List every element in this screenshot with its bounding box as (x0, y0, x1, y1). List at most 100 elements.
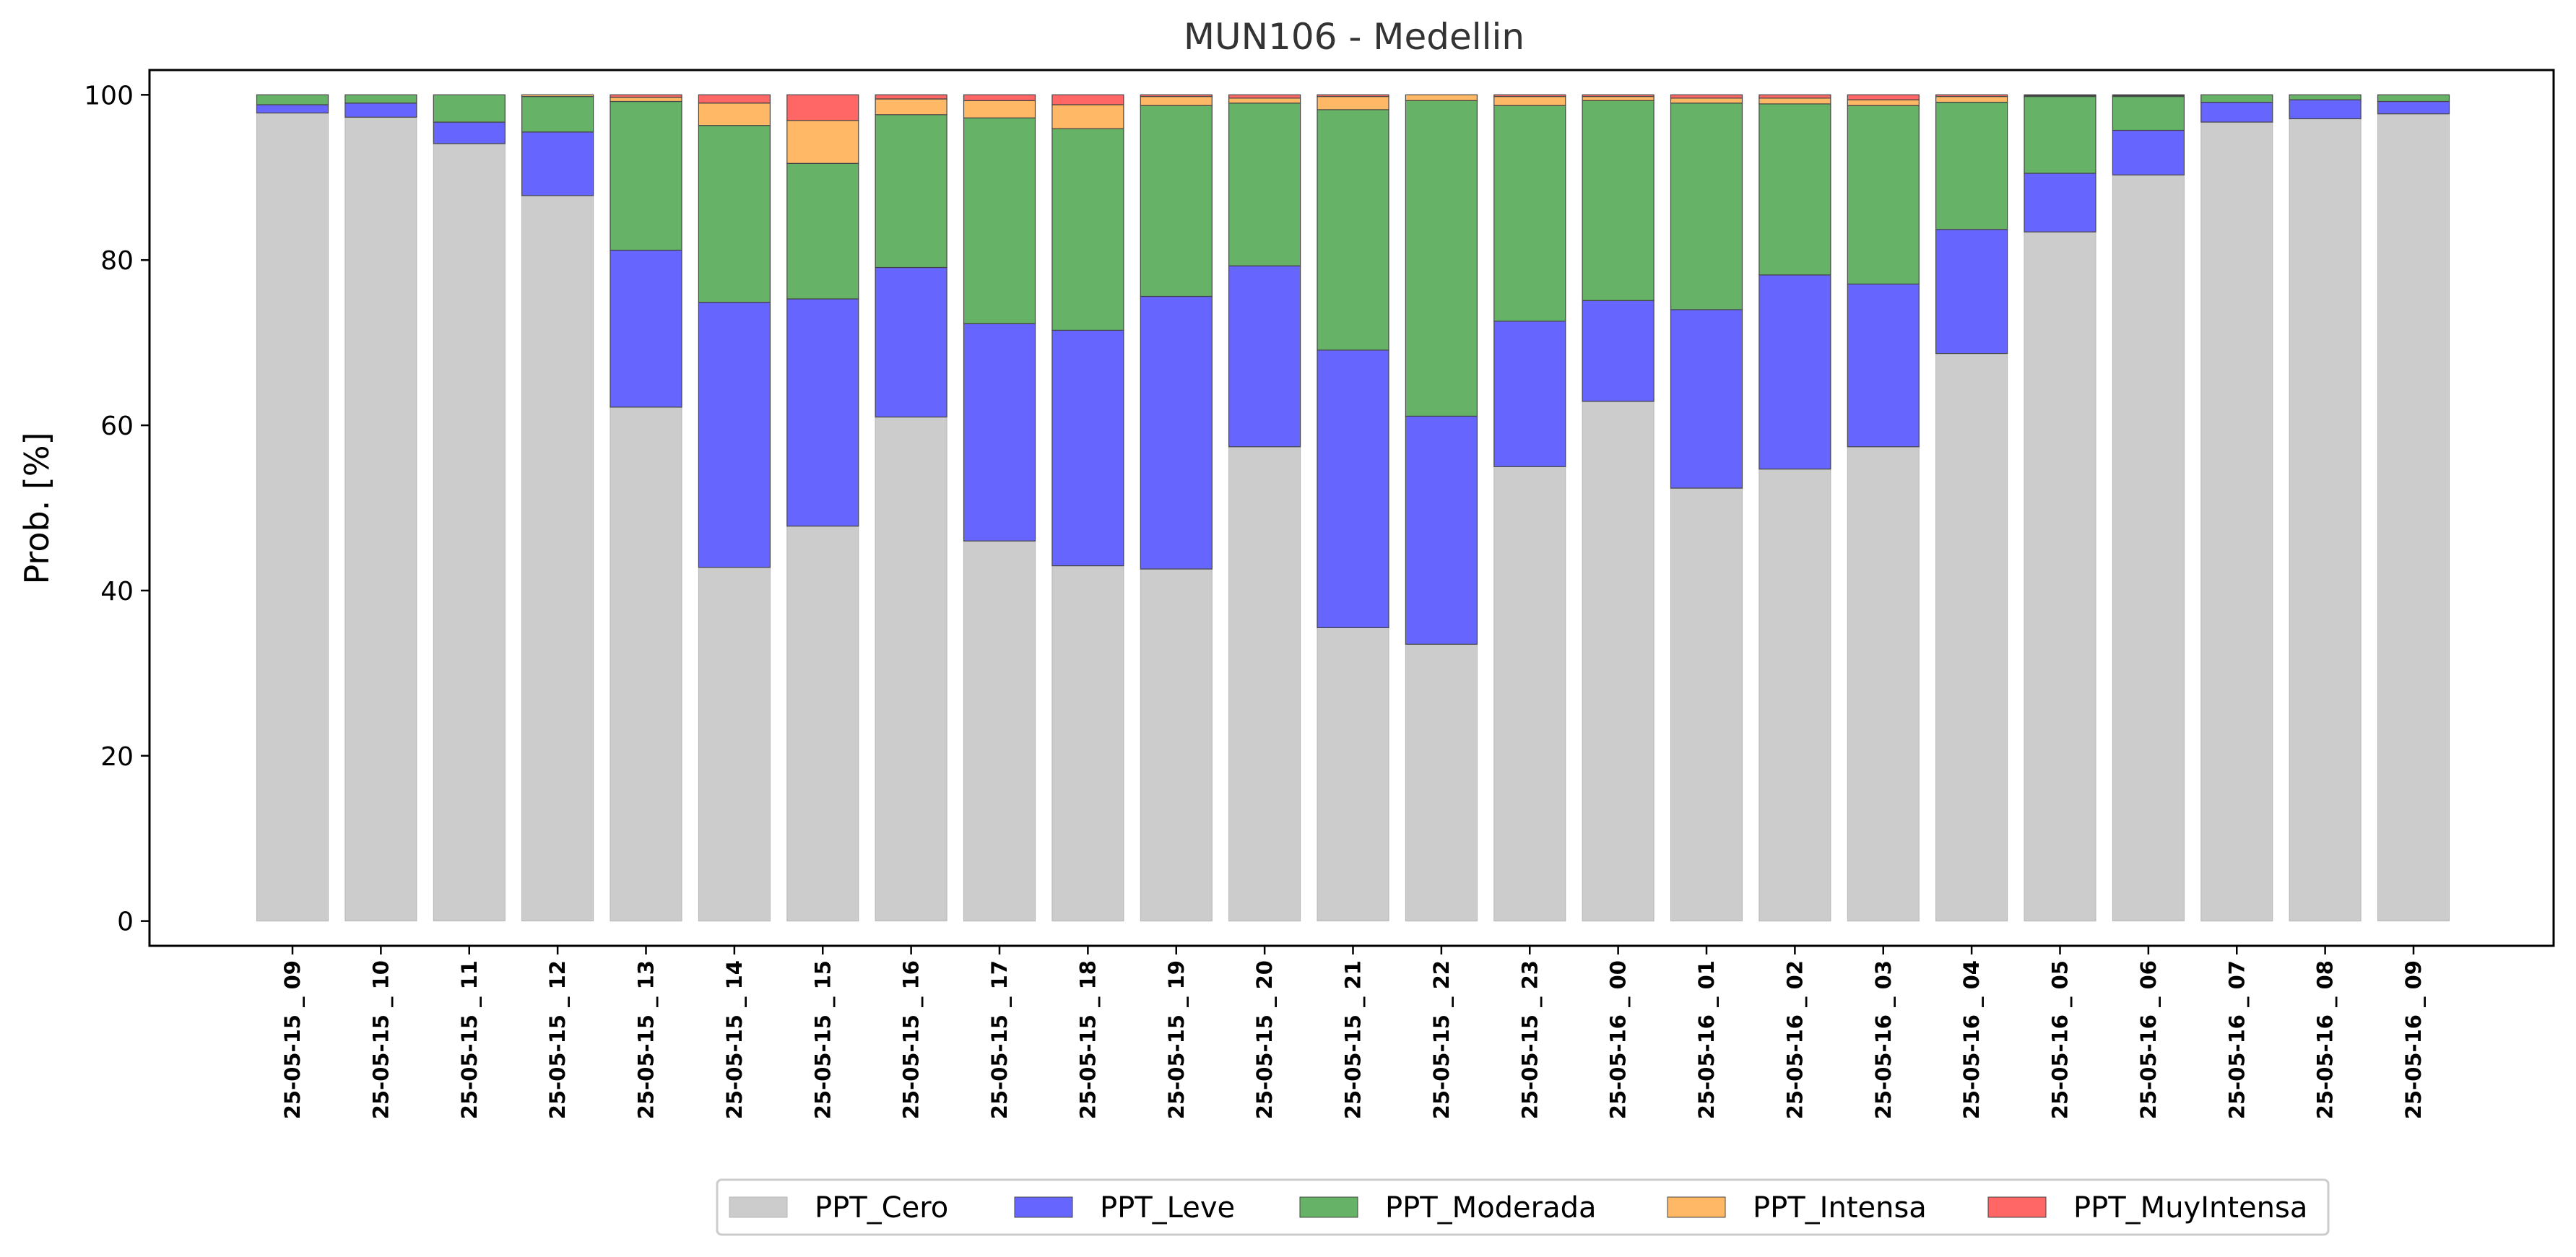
bar-segment-ppt-leve (1493, 321, 1566, 467)
bars-layer (256, 94, 2450, 922)
x-tick-label: 25-05-15 _ 11 (457, 960, 482, 1119)
bar-segment-ppt-leve (2024, 173, 2096, 232)
bar-segment-ppt-moderada (2112, 96, 2185, 131)
bar-segment-ppt-cero (2024, 231, 2096, 922)
y-tick-label: 20 (100, 742, 134, 772)
legend: PPT_Cero PPT_Leve PPT_Moderada PPT_Intensa P… (716, 1178, 2330, 1236)
bar-segment-ppt-cero (2200, 121, 2273, 922)
bar-segment-ppt-cero (963, 540, 1036, 922)
bar-segment-ppt-muyintensa (875, 94, 947, 100)
bar-segment-ppt-cero (1140, 568, 1213, 922)
bar-segment-ppt-muyintensa (963, 94, 1036, 101)
bar-segment-ppt-muyintensa (1935, 94, 2008, 97)
bar-segment-ppt-cero (344, 116, 417, 922)
bar-segment-ppt-moderada (256, 94, 329, 105)
bar-segment-ppt-moderada (875, 114, 947, 269)
y-tick-label: 60 (100, 412, 134, 441)
bar-segment-ppt-intensa (786, 120, 859, 164)
bar-segment-ppt-leve (1405, 415, 1478, 645)
x-tick-label: 25-05-15 _ 22 (1429, 960, 1454, 1119)
bar-segment-ppt-cero (1582, 401, 1655, 922)
bar-segment-ppt-muyintensa (698, 94, 771, 104)
bar-segment-ppt-intensa (610, 97, 682, 103)
bar-segment-ppt-cero (786, 526, 859, 922)
bar-segment-ppt-muyintensa (786, 94, 859, 121)
x-tick-label: 25-05-16 _ 06 (2136, 960, 2161, 1119)
bar-segment-ppt-cero (1670, 487, 1743, 922)
bar-segment-ppt-intensa (1405, 94, 1478, 101)
bar-segment-ppt-intensa (963, 100, 1036, 118)
bar-segment-ppt-cero (1935, 353, 2008, 922)
x-tick-label: 25-05-16 _ 05 (2048, 960, 2073, 1119)
bar-segment-ppt-moderada (1493, 105, 1566, 322)
legend-swatch-ppt-leve (1014, 1196, 1073, 1218)
bar-segment-ppt-leve (433, 121, 506, 144)
x-tick-label: 25-05-15 _ 10 (368, 960, 393, 1119)
bar-segment-ppt-leve (521, 131, 594, 196)
legend-label-ppt-intensa: PPT_Intensa (1753, 1191, 1927, 1225)
x-tick-label: 25-05-16 _ 04 (1959, 960, 1984, 1119)
bar-segment-ppt-cero (2289, 118, 2362, 922)
bar-segment-ppt-muyintensa (1582, 94, 1655, 97)
bar-segment-ppt-cero (1405, 643, 1478, 922)
bar-segment-ppt-leve (963, 323, 1036, 541)
x-tick-label: 25-05-15 _ 09 (280, 960, 305, 1119)
y-tick-label: 0 (117, 908, 134, 937)
bar-segment-ppt-moderada (786, 162, 859, 300)
bar-segment-ppt-leve (610, 249, 682, 408)
bar-segment-ppt-moderada (698, 125, 771, 303)
bar-segment-ppt-leve (786, 298, 859, 527)
bar-segment-ppt-cero (1847, 446, 1920, 922)
bar-segment-ppt-cero (1317, 627, 1389, 922)
bar-segment-ppt-moderada (433, 94, 506, 123)
bar-segment-ppt-moderada (1582, 100, 1655, 301)
bar-segment-ppt-leve (2200, 102, 2273, 123)
x-tick-label: 25-05-15 _ 16 (899, 960, 924, 1119)
bar-segment-ppt-muyintensa (1140, 94, 1213, 97)
bar-segment-ppt-cero (1228, 446, 1301, 922)
bar-segment-ppt-muyintensa (610, 94, 682, 98)
x-tick-label: 25-05-15 _ 15 (810, 960, 835, 1119)
bar-segment-ppt-cero (1758, 469, 1831, 922)
bar-segment-ppt-moderada (1935, 102, 2008, 230)
bar-segment-ppt-intensa (1670, 97, 1743, 104)
bar-segment-ppt-moderada (963, 117, 1036, 324)
bar-segment-ppt-muyintensa (1493, 94, 1566, 97)
bar-segment-ppt-cero (2377, 113, 2450, 922)
x-axis: 25-05-15 _ 09 25-05-15 _ 10 25-05-15 _ 11 2… (280, 946, 2426, 1119)
y-tick-label: 80 (100, 246, 134, 276)
bar-segment-ppt-moderada (1758, 103, 1831, 276)
bar-segment-ppt-cero (433, 143, 506, 922)
x-tick-label: 25-05-16 _ 09 (2401, 960, 2426, 1119)
bar-segment-ppt-leve (1935, 229, 2008, 355)
bar-segment-ppt-muyintensa (1758, 94, 1831, 99)
bar-segment-ppt-cero (698, 567, 771, 922)
legend-swatch-ppt-muyintensa (1987, 1196, 2047, 1218)
legend-frame (716, 1178, 2330, 1236)
bar-segment-ppt-leve (1140, 295, 1213, 570)
bar-segment-ppt-intensa (1847, 99, 1920, 106)
bar-segment-ppt-leve (1670, 309, 1743, 489)
x-tick-label: 25-05-16 _ 00 (1606, 960, 1631, 1119)
bar-segment-ppt-leve (2112, 129, 2185, 175)
bar-segment-ppt-moderada (1051, 128, 1124, 331)
bar-segment-ppt-moderada (2377, 94, 2450, 103)
bar-segment-ppt-muyintensa (1847, 94, 1920, 100)
x-tick-label: 25-05-15 _ 14 (722, 960, 747, 1119)
x-tick-label: 25-05-16 _ 02 (1782, 960, 1807, 1119)
bar-segment-ppt-cero (1051, 565, 1124, 922)
bar-segment-ppt-moderada (1405, 100, 1478, 417)
bar-segment-ppt-moderada (610, 100, 682, 251)
bar-segment-ppt-moderada (1670, 103, 1743, 310)
bar-segment-ppt-leve (875, 266, 947, 418)
x-tick-label: 25-05-15 _ 20 (1252, 960, 1277, 1119)
bar-segment-ppt-leve (2289, 99, 2362, 120)
bar-segment-ppt-muyintensa (1228, 94, 1301, 99)
bar-segment-ppt-leve (1758, 274, 1831, 470)
legend-label-ppt-moderada: PPT_Moderada (1385, 1191, 1597, 1225)
bar-segment-ppt-leve (698, 302, 771, 568)
bar-segment-ppt-moderada (1140, 105, 1213, 297)
bar-segment-ppt-cero (256, 113, 329, 922)
